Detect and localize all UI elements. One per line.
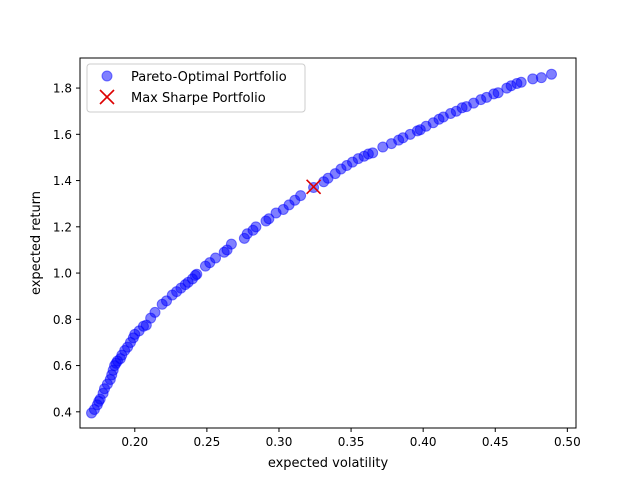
- x-axis-label: expected volatility: [268, 456, 389, 471]
- x-tick-label: 0.25: [194, 435, 221, 449]
- y-tick-label: 1.0: [53, 267, 72, 281]
- pareto-point: [149, 306, 161, 318]
- legend: Pareto-Optimal Portfolio Max Sharpe Port…: [86, 63, 306, 113]
- y-axis-label: expected return: [29, 191, 44, 295]
- x-tick-label: 0.50: [554, 435, 581, 449]
- pareto-point: [515, 76, 527, 88]
- legend-label-pareto: Pareto-Optimal Portfolio: [131, 70, 287, 85]
- pareto-point: [191, 268, 203, 280]
- y-tick-label: 0.6: [53, 359, 72, 373]
- y-tick-label: 0.8: [53, 313, 72, 327]
- legend-marker-pareto: [101, 70, 113, 82]
- x-tick-label: 0.30: [266, 435, 293, 449]
- pareto-point: [545, 68, 557, 80]
- x-tick-label: 0.45: [482, 435, 509, 449]
- plot-frame: [79, 57, 577, 429]
- pareto-point: [263, 213, 275, 225]
- x-tick-label: 0.40: [410, 435, 437, 449]
- y-tick-label: 0.4: [53, 405, 72, 419]
- pareto-point: [210, 252, 222, 264]
- pareto-point: [225, 238, 237, 250]
- x-tick-label: 0.20: [121, 435, 148, 449]
- data-markers: [86, 68, 557, 419]
- x-tick-label: 0.35: [338, 435, 365, 449]
- y-tick-label: 1.4: [53, 174, 72, 188]
- x-axis: 0.20 0.25 0.30 0.35 0.40 0.45 0.50: [121, 428, 581, 449]
- y-axis: 0.4 0.6 0.8 1.0 1.2 1.4 1.6 1.8: [53, 82, 80, 419]
- max-sharpe-point: [306, 179, 322, 195]
- pareto-point: [295, 190, 307, 202]
- legend-label-max-sharpe: Max Sharpe Portfolio: [131, 91, 266, 106]
- pareto-point: [250, 221, 262, 233]
- y-tick-label: 1.6: [53, 128, 72, 142]
- legend-marker-max-sharpe: [99, 89, 115, 105]
- pareto-point: [367, 147, 379, 159]
- pareto-point: [492, 87, 504, 99]
- y-tick-label: 1.8: [53, 82, 72, 96]
- legend-box: [86, 63, 306, 113]
- pareto-point: [535, 72, 547, 84]
- y-tick-label: 1.2: [53, 220, 72, 234]
